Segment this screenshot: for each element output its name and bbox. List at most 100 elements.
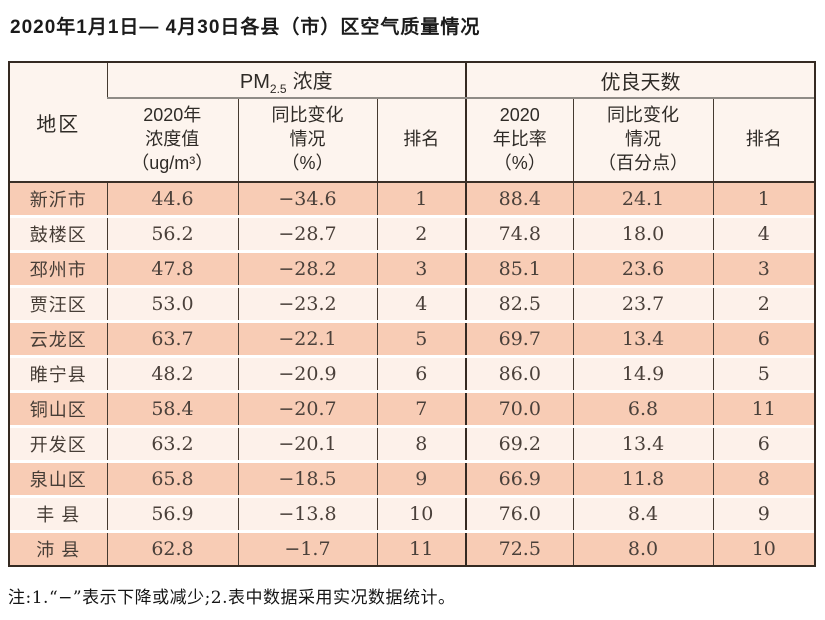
- days-ratio-cell: 88.4: [465, 182, 574, 217]
- region-cell: 贾汪区: [29, 295, 87, 315]
- region-cell: 云龙区: [29, 330, 87, 350]
- days-ratio-cell: 76.0: [465, 496, 574, 532]
- pm25-value-cell: 63.7: [106, 321, 238, 357]
- days-rank-cell: 5: [712, 356, 815, 392]
- table-row: 泉山区 65.8 −18.5 9 66.9 11.8 8: [10, 461, 815, 497]
- pm25-rank-cell: 6: [376, 356, 467, 392]
- region-cell: 邳州市: [29, 260, 87, 280]
- region-cell: 睢宁县: [29, 365, 87, 385]
- days-change-cell: 23.7: [572, 286, 714, 322]
- days-change-cell: 24.1: [572, 182, 714, 217]
- region-cell: 丰 县: [36, 505, 81, 525]
- pm25-change-cell: −28.2: [237, 251, 377, 287]
- pm25-rank-cell: 9: [376, 461, 467, 497]
- pm25-rank-cell: 4: [376, 286, 467, 322]
- pm25-change-cell: −1.7: [237, 531, 377, 565]
- pm25-value-cell: 62.8: [106, 531, 238, 565]
- pm25-value-cell: 58.4: [106, 391, 238, 427]
- pm25-rank-cell: 8: [376, 426, 467, 462]
- days-change-cell: 18.0: [572, 216, 714, 252]
- region-cell: 铜山区: [29, 400, 87, 420]
- pm25-value-cell: 48.2: [106, 356, 238, 392]
- pm25-label: PM: [239, 70, 270, 93]
- days-change-cell: 13.4: [572, 426, 714, 462]
- table-row: 睢宁县 48.2 −20.9 6 86.0 14.9 5: [10, 356, 815, 392]
- region-cell: 开发区: [29, 435, 87, 455]
- days-ratio-cell: 85.1: [465, 251, 574, 287]
- days-ratio-cell: 72.5: [465, 531, 574, 565]
- pm25-value-cell: 44.6: [106, 182, 238, 217]
- table-row: 铜山区 58.4 −20.7 7 70.0 6.8 11: [10, 391, 815, 427]
- days-rank-cell: 1: [712, 182, 815, 217]
- days-ratio-cell: 86.0: [465, 356, 574, 392]
- pm25-change-cell: −20.1: [237, 426, 377, 462]
- days-rank-cell: 9: [712, 496, 815, 532]
- col-group-pm25: PM2.5 浓度: [106, 63, 467, 99]
- region-cell: 新沂市: [29, 190, 87, 210]
- col-header-pm25-rank: 排名: [376, 98, 467, 183]
- pm25-change-cell: −22.1: [237, 321, 377, 357]
- pm25-change-cell: −28.7: [237, 216, 377, 252]
- pm25-change-cell: −20.9: [237, 356, 377, 392]
- region-cell: 沛 县: [36, 540, 81, 560]
- pm25-value-cell: 56.9: [106, 496, 238, 532]
- days-ratio-cell: 66.9: [465, 461, 574, 497]
- days-change-cell: 11.8: [572, 461, 714, 497]
- days-change-cell: 23.6: [572, 251, 714, 287]
- pm25-change-cell: −23.2: [237, 286, 377, 322]
- table-row: 丰 县 56.9 −13.8 10 76.0 8.4 9: [10, 496, 815, 532]
- pm25-rank-cell: 11: [376, 531, 467, 565]
- table-row: 贾汪区 53.0 −23.2 4 82.5 23.7 2: [10, 286, 815, 322]
- table-row: 沛 县 62.8 −1.7 11 72.5 8.0 10: [10, 531, 815, 565]
- days-ratio-cell: 70.0: [465, 391, 574, 427]
- days-change-cell: 14.9: [572, 356, 714, 392]
- days-rank-cell: 2: [712, 286, 815, 322]
- pm25-rank-cell: 2: [376, 216, 467, 252]
- table-header: 地区 PM2.5 浓度 优良天数 2020年 浓度值 （ug/m³） 同比变化 情…: [10, 63, 815, 183]
- table-row: 鼓楼区 56.2 −28.7 2 74.8 18.0 4: [10, 216, 815, 252]
- days-rank-cell: 3: [712, 251, 815, 287]
- pm25-rank-cell: 10: [376, 496, 467, 532]
- pm25-value-cell: 65.8: [106, 461, 238, 497]
- days-rank-cell: 8: [712, 461, 815, 497]
- page-title: 2020年1月1日— 4月30日各县（市）区空气质量情况: [10, 17, 481, 38]
- col-header-pm25-change: 同比变化 情况 （%）: [237, 98, 377, 183]
- days-change-cell: 8.4: [572, 496, 714, 532]
- col-header-days-ratio: 2020 年比率 （%）: [465, 98, 574, 183]
- days-rank-cell: 6: [712, 426, 815, 462]
- col-header-days-rank: 排名: [712, 98, 815, 183]
- pm25-rank-cell: 3: [376, 251, 467, 287]
- col-header-pm25-value: 2020年 浓度值 （ug/m³）: [107, 98, 238, 183]
- table-row: 云龙区 63.7 −22.1 5 69.7 13.4 6: [10, 321, 815, 357]
- days-rank-cell: 4: [712, 216, 815, 252]
- pm25-rank-cell: 7: [376, 391, 467, 427]
- pm25-change-cell: −13.8: [237, 496, 377, 532]
- days-ratio-cell: 69.2: [465, 426, 574, 462]
- days-rank-cell: 11: [712, 391, 815, 427]
- pm25-value-cell: 63.2: [106, 426, 238, 462]
- sub-header-row: 2020年 浓度值 （ug/m³） 同比变化 情况 （%） 排名 2020 年比…: [10, 98, 815, 183]
- days-ratio-cell: 74.8: [465, 216, 574, 252]
- days-rank-cell: 10: [712, 531, 815, 565]
- pm25-rank-cell: 1: [376, 182, 467, 217]
- group-header-row: 地区 PM2.5 浓度 优良天数: [10, 63, 815, 183]
- pm25-rank-cell: 5: [376, 321, 467, 357]
- col-header-region: 地区: [10, 63, 107, 183]
- air-quality-table: 地区 PM2.5 浓度 优良天数 2020年 浓度值 （ug/m³） 同比变化 情…: [10, 63, 815, 565]
- pm25-value-cell: 56.2: [106, 216, 238, 252]
- days-ratio-cell: 69.7: [465, 321, 574, 357]
- table-row: 邳州市 47.8 −28.2 3 85.1 23.6 3: [10, 251, 815, 287]
- table-row: 新沂市 44.6 −34.6 1 88.4 24.1 1: [10, 182, 815, 217]
- col-header-days-change: 同比变化 情况 （百分点）: [572, 98, 714, 183]
- pm25-subscript: 2.5: [269, 81, 287, 96]
- col-group-good-days: 优良天数: [465, 63, 815, 99]
- pm25-value-cell: 53.0: [106, 286, 238, 322]
- days-change-cell: 13.4: [572, 321, 714, 357]
- pm25-change-cell: −20.7: [237, 391, 377, 427]
- pm25-change-cell: −34.6: [237, 182, 377, 217]
- days-change-cell: 6.8: [572, 391, 714, 427]
- days-rank-cell: 6: [712, 321, 815, 357]
- region-cell: 泉山区: [29, 470, 87, 490]
- table-row: 开发区 63.2 −20.1 8 69.2 13.4 6: [10, 426, 815, 462]
- days-ratio-cell: 82.5: [465, 286, 574, 322]
